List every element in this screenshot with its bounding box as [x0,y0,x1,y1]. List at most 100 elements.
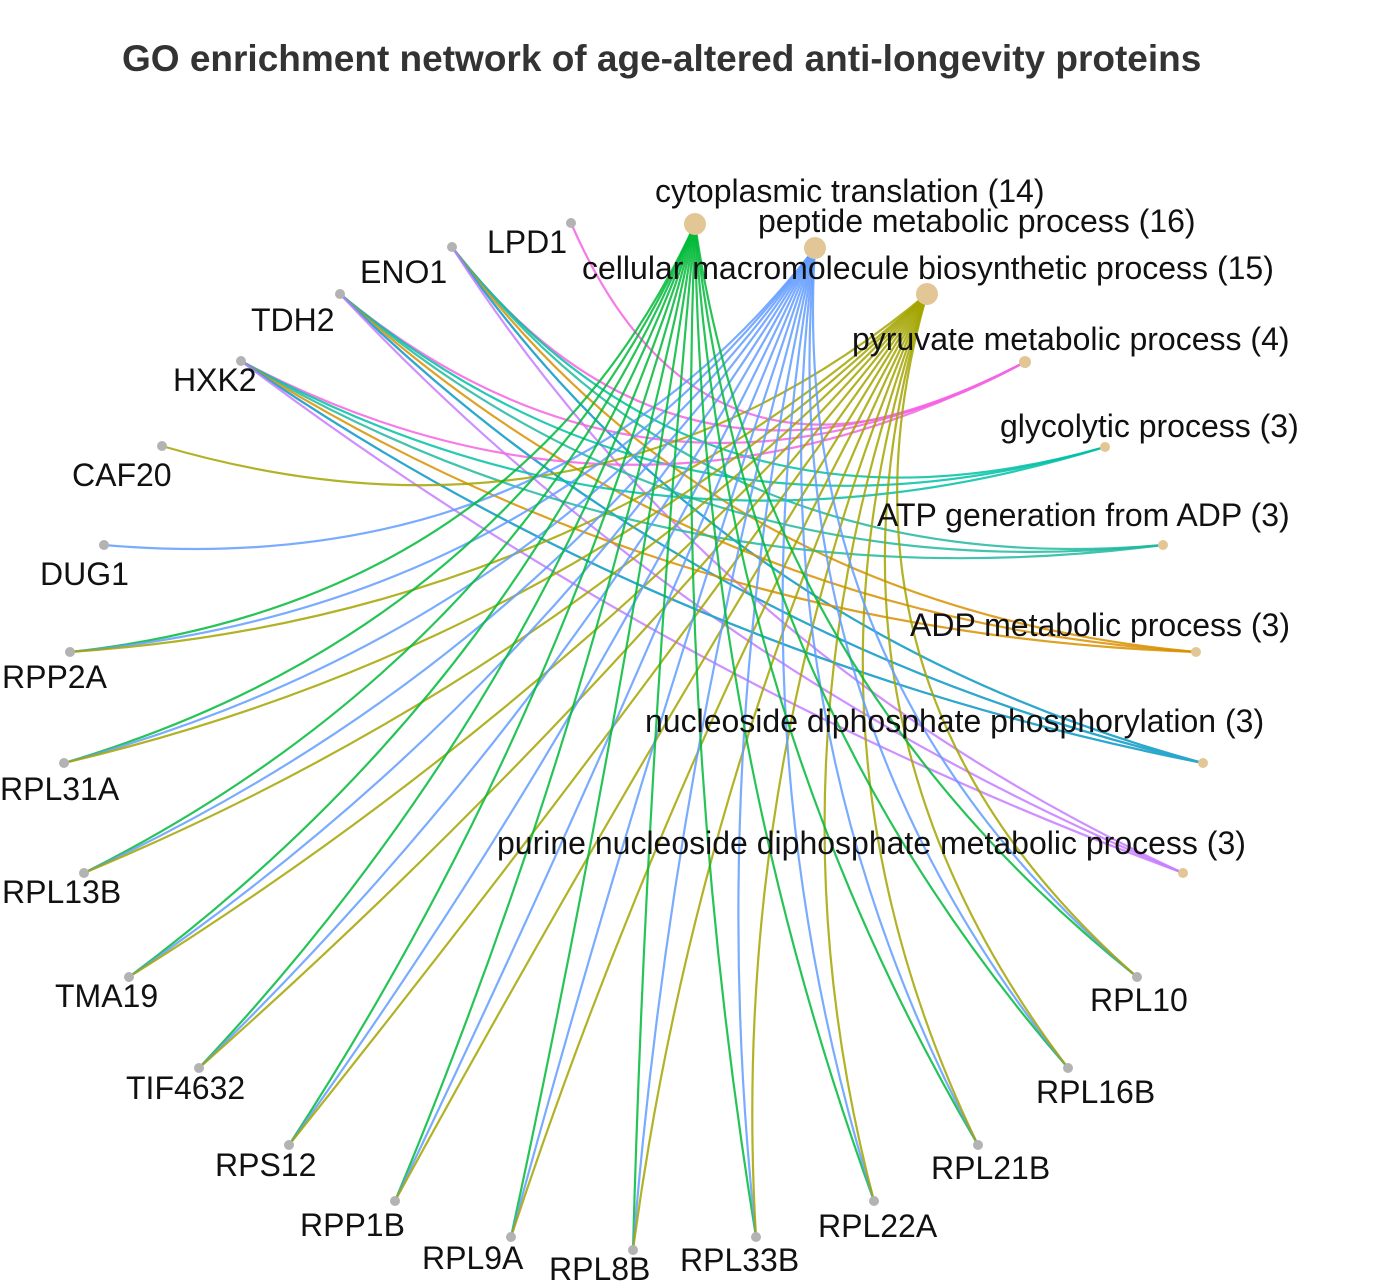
edge-tma19-ct [128,223,697,978]
edge-rpl9a-pmp [509,247,817,1238]
edge-rpl31a-pmp [63,247,816,765]
edge-eno1-adp [451,246,1197,654]
edge-rpl13b-cmb [83,293,928,875]
gene-node-rpl10 [1132,972,1142,982]
edge-rpl10-cmb [896,293,1138,978]
category-node-atp [1158,540,1168,550]
category-label-gly: glycolytic process (3) [1000,408,1299,444]
gene-label-rpl9a: RPL9A [422,1240,524,1276]
edge-rps12-pmp [288,247,816,1146]
gene-label-rpl13b: RPL13B [2,874,121,910]
gene-label-caf20: CAF20 [72,457,172,493]
edge-rpl13b-ct [83,223,697,874]
category-node-pyr [1019,356,1031,368]
category-node-ndp [1198,758,1208,768]
category-label-atp: ATP generation from ADP (3) [877,497,1290,533]
edge-layer [63,222,1204,1251]
edge-hxk2-gly [240,360,1106,502]
gene-node-rpl33b [751,1232,761,1242]
gene-node-caf20 [157,441,167,451]
gene-label-rpl10: RPL10 [1090,982,1188,1018]
gene-node-rps12 [284,1140,294,1150]
gene-node-rpp1b [390,1196,400,1206]
edge-rpl21b-cmb [861,293,979,1146]
edge-rpl10-pmp [811,247,1138,978]
category-node-cmb [916,283,938,305]
category-node-ct [684,213,706,235]
edge-rpl33b-ct [689,223,758,1238]
edge-tma19-pmp [128,247,816,978]
edge-rpl16b-ct [693,223,1069,1069]
gene-node-lpd1 [566,218,576,228]
edge-rpl21b-pmp [800,247,979,1146]
edge-eno1-ndpp [451,246,1204,765]
category-node-pmp [804,237,826,259]
edge-hxk2-pyr [240,360,1026,466]
edge-rpl9a-ct [509,223,697,1238]
gene-label-tma19: TMA19 [55,978,158,1014]
gene-label-hxk2: HXK2 [173,362,257,398]
edge-tdh2-adp [339,293,1197,654]
edge-rpl8b-ct [631,223,697,1251]
edge-rpl31a-cmb [63,293,928,765]
edge-rpl22a-cmb [823,293,929,1202]
category-label-pnd: purine nucleoside diphosphate metabolic … [497,825,1246,861]
gene-label-tdh2: TDH2 [251,302,335,338]
edge-rpl16b-cmb [883,293,1069,1069]
edge-eno1-pnd [451,246,1184,874]
gene-node-hxk2 [236,356,246,366]
edge-rpl10-ct [693,223,1138,978]
gene-label-dug1: DUG1 [40,556,129,592]
gene-node-dug1 [99,540,109,550]
gene-label-rpp1b: RPP1B [300,1207,405,1243]
edge-hxk2-adp [240,360,1197,654]
edge-rpl8b-cmb [631,293,928,1251]
edge-tdh2-atp [339,293,1164,553]
edge-tif4632-ct [198,223,697,1069]
edge-rpl16b-pmp [808,247,1069,1069]
gene-label-rpl8b: RPL8B [549,1251,650,1283]
gene-label-eno1: ENO1 [360,254,447,290]
category-node-gly [1100,442,1110,452]
gene-node-rpp2a [65,647,75,657]
edge-rpl13b-pmp [83,247,816,874]
edge-tdh2-gly [339,293,1106,487]
category-node-pnd [1178,868,1188,878]
edge-rpp1b-ct [393,223,697,1202]
gene-node-rpl8b [628,1245,638,1255]
edge-caf20-cmb [161,293,928,487]
category-label-ndp: nucleoside diphosphate phosphorylation (… [645,703,1264,739]
edge-tdh2-ndpp [339,293,1204,765]
gene-node-rpl22a [869,1196,879,1206]
gene-node-eno1 [447,242,457,252]
edge-rpl22a-ct [693,223,876,1202]
gene-node-rpl21b [973,1140,983,1150]
edge-rpl33b-cmb [751,293,929,1238]
gene-node-rpl9a [506,1232,516,1242]
gene-label-tif4632: TIF4632 [126,1070,245,1106]
category-label-pmp: peptide metabolic process (16) [758,203,1196,239]
gene-label-rpl22a: RPL22A [818,1208,938,1244]
category-label-cmb: cellular macromolecule biosynthetic proc… [582,250,1274,286]
edge-rpp2a-ct [69,223,696,654]
gene-node-rpl13b [79,868,89,878]
gene-node-tma19 [124,972,134,982]
gene-label-lpd1: LPD1 [487,224,567,260]
gene-label-rpp2a: RPP2A [2,659,108,695]
gene-node-tif4632 [194,1063,204,1073]
edge-rpl21b-ct [693,223,979,1146]
category-label-ct: cytoplasmic translation (14) [655,173,1044,209]
gene-node-tdh2 [335,289,345,299]
label-layer: cytoplasmic translation (14)peptide meta… [0,173,1299,1283]
edge-tif4632-cmb [198,293,928,1069]
edge-rps12-ct [288,223,697,1146]
edge-eno1-atp [451,246,1164,551]
edge-rpp2a-cmb [69,293,928,654]
edge-rpl8b-pmp [631,247,817,1251]
edge-hxk2-ndpp [240,360,1204,765]
edge-rpl22a-pmp [781,247,876,1202]
edge-rpl33b-pmp [737,247,817,1238]
edge-hxk2-atp [240,360,1164,560]
edge-dug1-pmp [103,247,816,551]
